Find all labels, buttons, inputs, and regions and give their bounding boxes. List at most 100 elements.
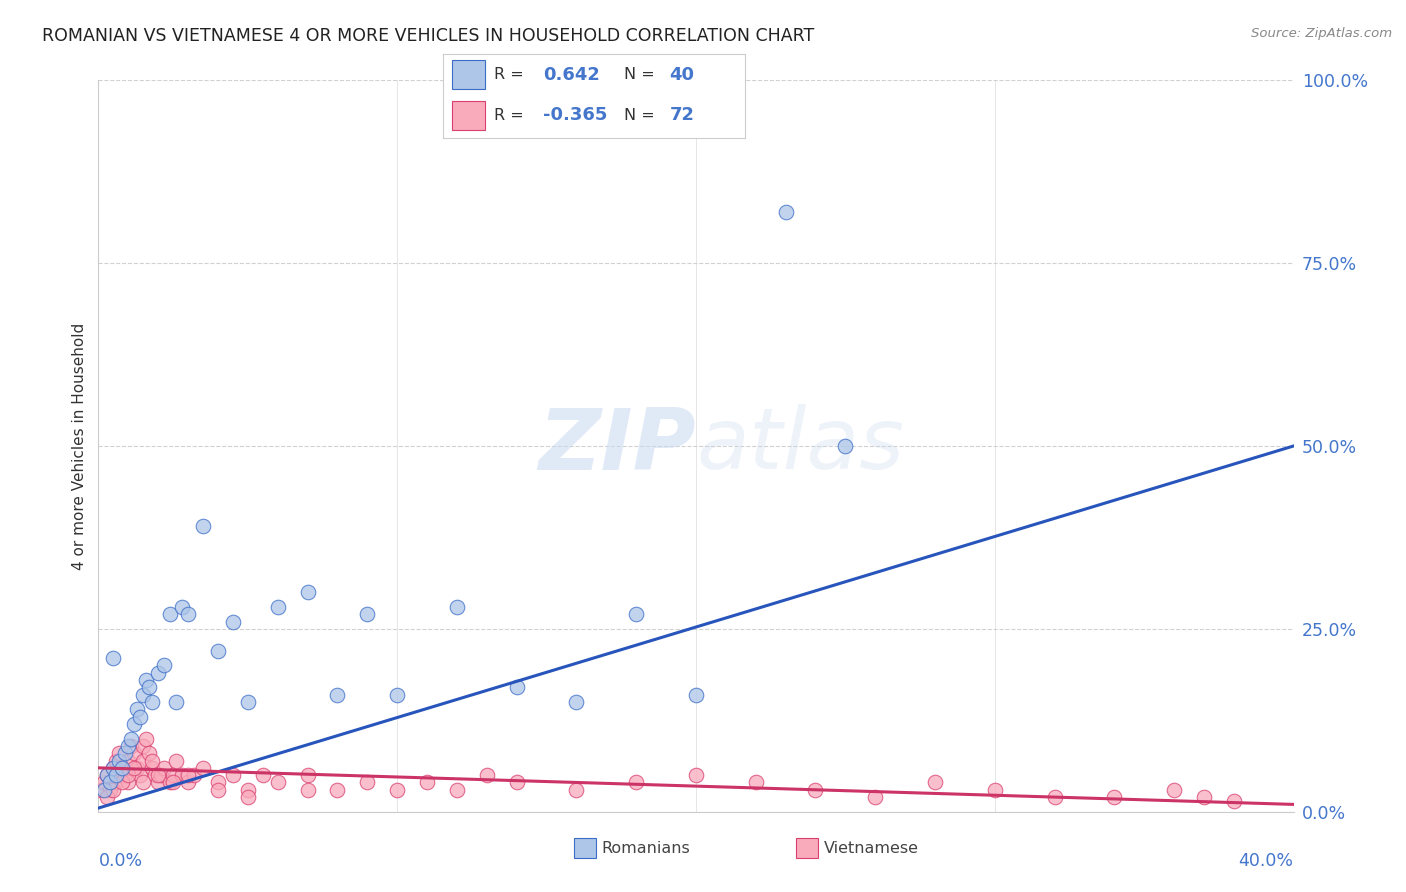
- Point: [626, 607, 648, 622]
- Text: 40: 40: [669, 66, 695, 84]
- Point: [93, 782, 115, 797]
- Text: 40.0%: 40.0%: [1239, 852, 1294, 870]
- Y-axis label: 4 or more Vehicles in Household: 4 or more Vehicles in Household: [72, 322, 87, 570]
- Point: [207, 644, 229, 658]
- Point: [120, 739, 142, 753]
- Point: [745, 775, 768, 789]
- Text: N =: N =: [624, 108, 661, 123]
- Point: [117, 754, 139, 768]
- Point: [565, 695, 588, 709]
- Text: Vietnamese: Vietnamese: [824, 841, 920, 855]
- Point: [96, 790, 118, 805]
- FancyBboxPatch shape: [451, 101, 485, 130]
- Point: [984, 782, 1007, 797]
- Point: [135, 731, 157, 746]
- Point: [446, 599, 468, 614]
- Point: [93, 775, 115, 789]
- Point: [565, 782, 588, 797]
- Point: [297, 782, 319, 797]
- Point: [98, 775, 122, 789]
- Point: [141, 754, 163, 768]
- Point: [153, 761, 176, 775]
- Point: [177, 768, 200, 782]
- Point: [153, 658, 176, 673]
- Point: [222, 615, 245, 629]
- Point: [191, 761, 214, 775]
- Point: [105, 775, 128, 789]
- Point: [138, 746, 160, 760]
- Point: [98, 782, 122, 797]
- Point: [356, 775, 378, 789]
- Point: [177, 607, 200, 622]
- Point: [775, 205, 797, 219]
- Point: [148, 665, 170, 680]
- Text: 0.0%: 0.0%: [98, 852, 142, 870]
- Text: N =: N =: [624, 67, 661, 82]
- Point: [685, 768, 707, 782]
- Point: [236, 790, 259, 805]
- FancyBboxPatch shape: [451, 61, 485, 89]
- Point: [267, 599, 290, 614]
- Point: [127, 702, 149, 716]
- Point: [96, 768, 118, 782]
- Point: [105, 754, 128, 768]
- Point: [138, 681, 160, 695]
- Point: [385, 688, 409, 702]
- Point: [1163, 782, 1185, 797]
- Point: [111, 775, 134, 789]
- Point: [114, 746, 136, 760]
- Text: ROMANIAN VS VIETNAMESE 4 OR MORE VEHICLES IN HOUSEHOLD CORRELATION CHART: ROMANIAN VS VIETNAMESE 4 OR MORE VEHICLE…: [42, 27, 814, 45]
- Point: [446, 782, 468, 797]
- Point: [132, 688, 155, 702]
- Point: [159, 775, 181, 789]
- Point: [222, 768, 245, 782]
- Point: [103, 651, 125, 665]
- Point: [150, 768, 173, 782]
- Text: atlas: atlas: [696, 404, 904, 488]
- Point: [129, 768, 152, 782]
- Point: [111, 761, 134, 775]
- Point: [865, 790, 887, 805]
- Point: [506, 775, 529, 789]
- Point: [117, 739, 139, 753]
- Text: Romanians: Romanians: [602, 841, 690, 855]
- Text: -0.365: -0.365: [543, 106, 607, 124]
- Point: [103, 782, 125, 797]
- Text: ZIP: ZIP: [538, 404, 696, 488]
- Point: [297, 768, 319, 782]
- Point: [159, 607, 181, 622]
- Point: [506, 681, 529, 695]
- Point: [127, 761, 149, 775]
- Point: [141, 695, 163, 709]
- Text: Source: ZipAtlas.com: Source: ZipAtlas.com: [1251, 27, 1392, 40]
- Point: [148, 768, 170, 782]
- Point: [385, 782, 409, 797]
- Point: [177, 775, 200, 789]
- Point: [124, 761, 146, 775]
- Point: [416, 775, 439, 789]
- Text: 0.642: 0.642: [543, 66, 599, 84]
- Point: [924, 775, 946, 789]
- Point: [172, 599, 194, 614]
- Point: [207, 775, 229, 789]
- Point: [236, 695, 259, 709]
- Point: [1043, 790, 1066, 805]
- Point: [117, 775, 139, 789]
- Point: [90, 782, 112, 797]
- Point: [626, 775, 648, 789]
- Text: R =: R =: [495, 67, 529, 82]
- Point: [120, 731, 142, 746]
- Point: [117, 768, 139, 782]
- Point: [685, 688, 707, 702]
- Point: [191, 519, 214, 533]
- Point: [326, 782, 349, 797]
- Point: [108, 754, 131, 768]
- Point: [141, 761, 163, 775]
- Point: [236, 782, 259, 797]
- Point: [114, 768, 136, 782]
- Point: [124, 746, 146, 760]
- Point: [103, 761, 125, 775]
- Point: [252, 768, 274, 782]
- Point: [108, 768, 131, 782]
- Point: [172, 768, 194, 782]
